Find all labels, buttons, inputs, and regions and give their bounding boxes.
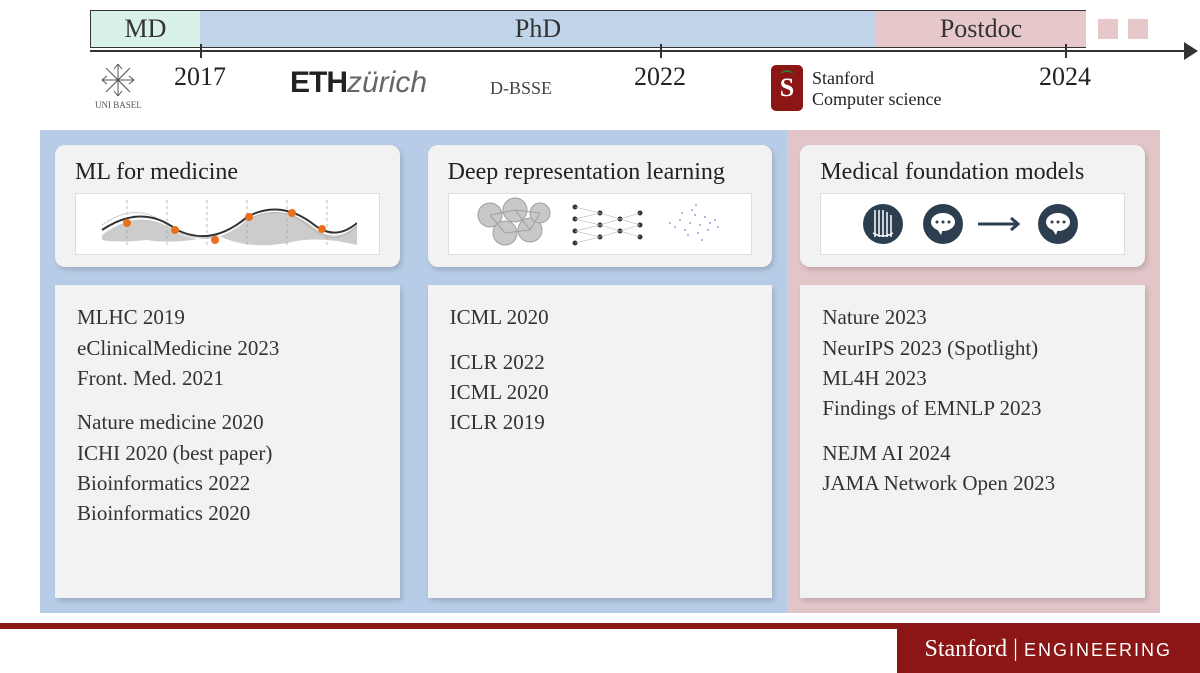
dot-icon xyxy=(1098,19,1118,39)
eth-light: zürich xyxy=(347,66,427,99)
card-ml-medicine: ML for medicine xyxy=(55,145,400,267)
timeline: MD PhD Postdoc 2017 2022 2024 U xyxy=(0,0,1200,130)
pub-item: Front. Med. 2021 xyxy=(77,364,378,392)
eth-logo: ETHzürich xyxy=(290,66,427,100)
pub-item: Nature medicine 2020 xyxy=(77,408,378,436)
segment-postdoc: Postdoc xyxy=(876,10,1086,48)
pub-item: ICLR 2019 xyxy=(450,408,751,436)
uni-basel-label: UNI BASEL xyxy=(95,100,142,110)
uni-basel-logo: UNI BASEL xyxy=(95,62,142,110)
segment-phd: PhD xyxy=(200,10,876,48)
pub-item: ML4H 2023 xyxy=(822,364,1123,392)
research-columns: ML for medicine xyxy=(55,145,1145,598)
card-title: Deep representation learning xyxy=(448,159,753,185)
future-dots xyxy=(1086,10,1160,48)
gp-curve-icon xyxy=(75,193,380,255)
pub-item: MLHC 2019 xyxy=(77,303,378,331)
card-title: ML for medicine xyxy=(75,159,380,185)
pub-item: JAMA Network Open 2023 xyxy=(822,469,1123,497)
column-foundation: Medical foundation models xyxy=(800,145,1145,598)
pubs-ml-medicine: MLHC 2019 eClinicalMedicine 2023 Front. … xyxy=(55,285,400,598)
stanford-tree-icon: S xyxy=(770,64,804,117)
representation-icon xyxy=(448,193,753,255)
card-title: Medical foundation models xyxy=(820,159,1125,185)
pub-item: Bioinformatics 2020 xyxy=(77,499,378,527)
stanford-line2: Computer science xyxy=(812,89,941,110)
footer-divider: | xyxy=(1013,636,1018,663)
pub-item: Bioinformatics 2022 xyxy=(77,469,378,497)
timeline-segments: MD PhD Postdoc xyxy=(90,10,1160,48)
tick-2024 xyxy=(1065,44,1067,58)
pub-item: NEJM AI 2024 xyxy=(822,439,1123,467)
pub-item: ICHI 2020 (best paper) xyxy=(77,439,378,467)
d-bsse-label: D-BSSE xyxy=(490,78,552,99)
footer-engineering: ENGINEERING xyxy=(1024,640,1172,661)
tick-2017 xyxy=(200,44,202,58)
pub-item: Findings of EMNLP 2023 xyxy=(822,394,1123,422)
card-foundation: Medical foundation models xyxy=(800,145,1145,267)
card-deep-rep: Deep representation learning xyxy=(428,145,773,267)
arrow-head-icon xyxy=(1184,42,1198,60)
footer-logo: Stanford | ENGINEERING xyxy=(897,628,1200,673)
pub-item: NeurIPS 2023 (Spotlight) xyxy=(822,334,1123,362)
pubs-foundation: Nature 2023 NeurIPS 2023 (Spotlight) ML4… xyxy=(800,285,1145,598)
pub-item: Nature 2023 xyxy=(822,303,1123,331)
foundation-pipeline-icon xyxy=(820,193,1125,255)
tick-2022 xyxy=(660,44,662,58)
segment-md: MD xyxy=(90,10,200,48)
dot-icon xyxy=(1128,19,1148,39)
column-ml-medicine: ML for medicine xyxy=(55,145,400,598)
svg-text:S: S xyxy=(780,73,794,102)
pub-item: ICML 2020 xyxy=(450,378,751,406)
stanford-line1: Stanford xyxy=(812,68,941,89)
timeline-axis xyxy=(90,50,1190,52)
pub-item: ICML 2020 xyxy=(450,303,751,331)
pub-item: ICLR 2022 xyxy=(450,348,751,376)
footer-stanford: Stanford xyxy=(925,636,1008,663)
pubs-deep-rep: ICML 2020 ICLR 2022 ICML 2020 ICLR 2019 xyxy=(428,285,773,598)
eth-bold: ETH xyxy=(290,66,347,99)
pub-item: eClinicalMedicine 2023 xyxy=(77,334,378,362)
column-deep-rep: Deep representation learning xyxy=(428,145,773,598)
institutions-row: UNI BASEL ETHzürich D-BSSE S Stanford Co… xyxy=(0,62,1200,122)
snowflake-icon xyxy=(100,62,136,98)
stanford-affiliation: Stanford Computer science xyxy=(812,68,941,109)
